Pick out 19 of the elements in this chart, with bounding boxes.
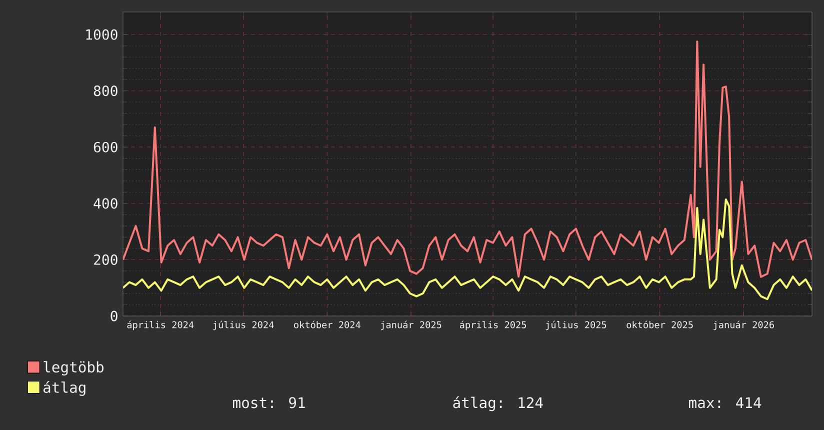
y-tick-label: 200 (94, 254, 118, 265)
x-tick-label: október 2024 (294, 320, 360, 328)
x-tick-label: április 2024 (127, 320, 194, 330)
legend-label: legtöbb (44, 361, 104, 376)
text: max: 414 (689, 397, 762, 408)
legend-label: átlag (44, 381, 86, 396)
y-tick-label: 0 (110, 310, 118, 322)
x-tick-label: január 2025 (380, 320, 442, 330)
text: átlag: 124 (453, 396, 543, 412)
x-tick-label: április 2025 (460, 320, 526, 330)
y-tick-label: 1000 (86, 29, 118, 40)
x-tick-label: július 2025 (546, 320, 606, 330)
x-tick-label: október 2025 (626, 320, 693, 328)
y-tick-label: 800 (94, 86, 118, 96)
x-tick-label: július 2024 (213, 320, 274, 330)
x-tick-label: január 2026 (714, 320, 774, 330)
y-tick-label: 600 (94, 142, 118, 152)
text: most: 91 (233, 397, 305, 408)
y-tick-label: 400 (94, 198, 118, 209)
